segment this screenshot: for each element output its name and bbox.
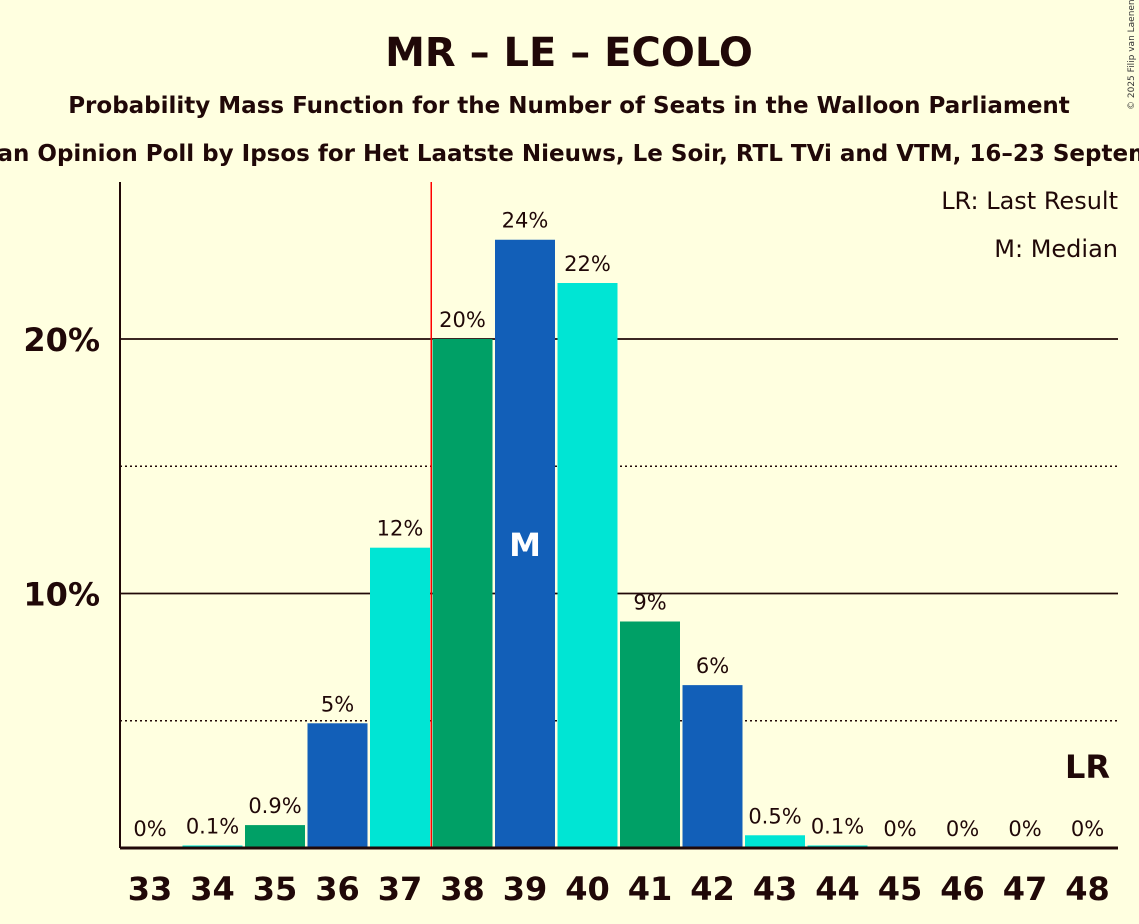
chart-subsubtitle: Based on an Opinion Poll by Ipsos for He… — [0, 141, 1139, 167]
bar-38 — [432, 339, 493, 848]
chart-title: MR – LE – ECOLO — [385, 30, 753, 76]
data-label-34: 0.1% — [186, 814, 239, 838]
x-tick-label: 39 — [503, 870, 548, 908]
x-tick-label: 38 — [440, 870, 485, 908]
data-label-43: 0.5% — [748, 804, 801, 828]
legend-median: M: Median — [994, 235, 1118, 263]
x-tick-label: 48 — [1065, 870, 1110, 908]
data-label-47: 0% — [1008, 817, 1041, 841]
bar-40 — [557, 283, 618, 848]
data-label-48: 0% — [1071, 817, 1104, 841]
bar-43 — [745, 835, 805, 848]
data-label-35: 0.9% — [248, 794, 301, 818]
data-label-45: 0% — [883, 817, 916, 841]
y-tick-label: 10% — [23, 576, 100, 614]
bar-39 — [495, 239, 555, 848]
bar-41 — [620, 621, 680, 848]
data-label-36: 5% — [321, 692, 354, 716]
data-label-33: 0% — [133, 817, 166, 841]
x-tick-label: 33 — [128, 870, 173, 908]
x-tick-label: 45 — [878, 870, 923, 908]
bar-37 — [370, 547, 430, 848]
chart-subtitle: Probability Mass Function for the Number… — [68, 93, 1070, 119]
x-tick-label: 46 — [940, 870, 985, 908]
x-tick-label: 43 — [753, 870, 798, 908]
x-tick-label: 41 — [628, 870, 673, 908]
copyright: © 2025 Filip van Laenen — [1127, 0, 1137, 110]
y-tick-label: 20% — [23, 321, 100, 359]
x-tick-label: 42 — [690, 870, 735, 908]
median-marker: M — [509, 526, 541, 564]
data-label-46: 0% — [946, 817, 979, 841]
bar-36 — [307, 723, 368, 848]
data-label-40: 22% — [564, 252, 611, 276]
x-tick-label: 47 — [1003, 870, 1048, 908]
x-tick-label: 40 — [565, 870, 610, 908]
legend-last-result: LR: Last Result — [941, 187, 1118, 215]
x-tick-label: 36 — [315, 870, 360, 908]
x-tick-label: 37 — [378, 870, 423, 908]
data-label-39: 24% — [502, 209, 549, 233]
x-tick-label: 35 — [253, 870, 298, 908]
data-label-38: 20% — [439, 308, 486, 332]
data-label-42: 6% — [696, 654, 729, 678]
bar-35 — [245, 825, 305, 848]
bar-42 — [682, 685, 743, 848]
data-label-44: 0.1% — [811, 814, 864, 838]
x-tick-label: 44 — [815, 870, 860, 908]
data-label-37: 12% — [377, 517, 424, 541]
last-result-marker: LR — [1065, 748, 1110, 786]
x-tick-label: 34 — [190, 870, 235, 908]
data-label-41: 9% — [633, 590, 666, 614]
